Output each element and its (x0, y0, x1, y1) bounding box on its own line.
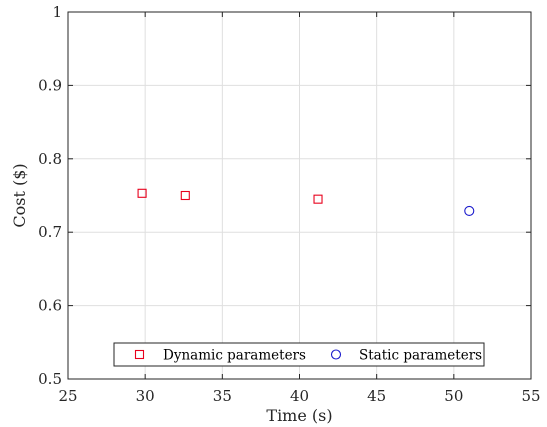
y-tick-label: 0.7 (38, 223, 62, 241)
x-tick-label: 55 (521, 387, 540, 405)
legend-label-static: Static parameters (359, 348, 482, 364)
y-tick-label: 0.9 (38, 76, 62, 94)
y-tick-label: 0.5 (38, 370, 62, 388)
x-tick-label: 50 (444, 387, 463, 405)
legend-box (113, 342, 485, 367)
y-tick-label: 0.6 (38, 297, 62, 315)
x-tick-label: 30 (136, 387, 155, 405)
data-points (137, 188, 475, 216)
x-tick-labels: 25 30 35 40 45 50 55 (58, 387, 540, 405)
legend-marker-dynamic-icon (134, 349, 145, 360)
y-tick-label: 1 (52, 3, 62, 21)
x-tick-label: 35 (213, 387, 232, 405)
legend: Dynamic parameters Static parameters (113, 342, 485, 367)
x-axis-label: Time (s) (266, 406, 332, 425)
y-tick-labels: 0.5 0.6 0.7 0.8 0.9 1 (38, 3, 62, 388)
data-point-dynamic-1 (137, 188, 147, 198)
data-point-dynamic-2 (180, 190, 190, 201)
x-tick-label: 45 (367, 387, 386, 405)
x-tick-label: 40 (290, 387, 309, 405)
y-axis-label: Cost ($) (10, 163, 29, 227)
legend-marker-static-icon (330, 349, 342, 360)
legend-label-dynamic: Dynamic parameters (163, 348, 306, 364)
data-point-static-1 (464, 205, 475, 216)
axis-ticks (67, 11, 532, 380)
x-tick-label: 25 (58, 387, 77, 405)
data-point-dynamic-3 (313, 194, 323, 204)
y-tick-label: 0.8 (38, 150, 62, 168)
